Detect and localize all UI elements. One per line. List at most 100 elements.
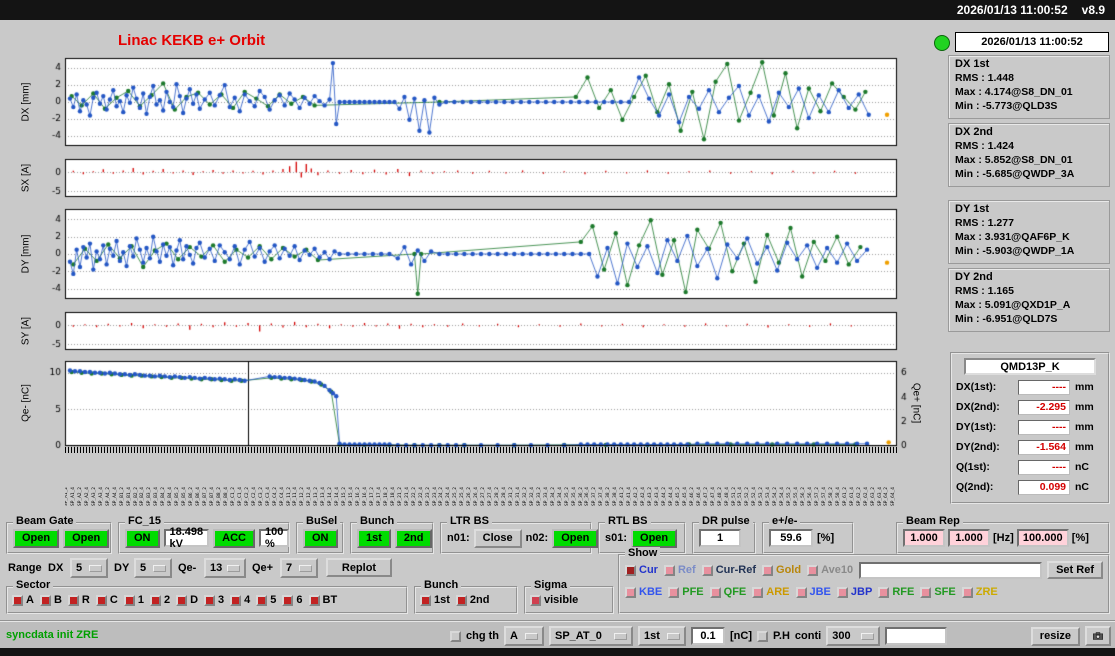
chg-th-label: chg th <box>466 630 499 642</box>
range-qe-minus-select[interactable]: 13 <box>204 558 246 578</box>
bunch-2nd-button[interactable]: 2nd <box>394 528 433 548</box>
stat-max: Max : 5.091@QXD1P_A <box>955 299 1071 311</box>
fc15-acc-button[interactable]: ACC <box>213 528 255 548</box>
bpm-label: SP_36_2 <box>578 487 584 506</box>
checkbox-sector-b[interactable] <box>39 594 51 606</box>
checkbox-sector-d[interactable] <box>176 594 188 606</box>
checkbox-sector-6[interactable] <box>282 594 294 606</box>
checkbox-kbe[interactable] <box>625 586 636 598</box>
bpm-label: SP_A1_2 <box>65 487 69 506</box>
checkbox-pfe[interactable] <box>668 586 680 598</box>
qe-plus-axis-label: Qe+ [nC] <box>910 382 922 424</box>
checkbox-chg-th[interactable] <box>450 630 461 642</box>
range-qe-plus-select[interactable]: 7 <box>280 558 318 578</box>
beam-rep-field-1[interactable]: 1.000 <box>903 529 945 547</box>
checkbox-sfe[interactable] <box>920 586 932 598</box>
sigma-visible-label: visible <box>544 594 579 606</box>
blank-field[interactable] <box>885 627 948 645</box>
sp-at-select[interactable]: SP_AT_0 <box>549 626 633 646</box>
ratio-field[interactable]: 59.6 <box>769 529 813 547</box>
bpm-label: SP_44_4 <box>668 487 674 506</box>
checkbox-sector-3[interactable] <box>204 594 216 606</box>
rtl-s01-open-button[interactable]: Open <box>631 528 678 548</box>
beam-gate-open-2-button[interactable]: Open <box>63 528 110 548</box>
stat-title: DY 2nd <box>955 271 993 283</box>
bpm-label: SP_57_2 <box>814 487 820 506</box>
checkbox-sector-r[interactable] <box>67 594 79 606</box>
bunch-1st-button[interactable]: 1st <box>357 528 391 548</box>
monitor-row-value: ---- <box>1018 379 1070 395</box>
checkbox-sector-2[interactable] <box>149 594 161 606</box>
checkbox-zre[interactable] <box>961 586 973 598</box>
checkbox-bunch-1st[interactable] <box>420 594 431 606</box>
checkbox-jbp[interactable] <box>836 586 848 598</box>
set-ref-button[interactable]: Set Ref <box>1047 561 1103 579</box>
checkbox-gold[interactable] <box>762 564 774 576</box>
checkbox-ave10[interactable] <box>807 564 819 576</box>
checkbox-sector-c[interactable] <box>95 594 107 606</box>
checkbox-sector-4[interactable] <box>230 594 242 606</box>
fc15-kv-field[interactable]: 18.498 kV <box>163 526 210 550</box>
stat-rms: RMS : 1.424 <box>955 140 1014 152</box>
bunch-2nd-label: 2nd <box>469 594 490 606</box>
beam-rep-field-2[interactable]: 1.000 <box>948 529 990 547</box>
bunch-order-select[interactable]: 1st <box>638 626 686 646</box>
bpm-label: SP_17_2 <box>369 487 375 506</box>
range-dx-label: DX <box>48 562 64 574</box>
ref-name-input[interactable] <box>859 561 1043 579</box>
beam-rep-field-3[interactable]: 100.000 <box>1016 529 1069 547</box>
replot-button[interactable]: Replot <box>326 558 392 577</box>
ltr-n02-open-button[interactable]: Open <box>552 528 599 548</box>
range-dy-select[interactable]: 5 <box>134 558 172 578</box>
checkbox-ref[interactable] <box>663 564 675 576</box>
bpm-label: SP_43_2 <box>648 487 654 506</box>
repeat-count-select[interactable]: 300 <box>826 626 881 646</box>
beam-gate-open-1-button[interactable]: Open <box>13 528 60 548</box>
sy-plot <box>38 306 910 356</box>
checkbox-cur-ref[interactable] <box>701 564 713 576</box>
stat-rms: RMS : 1.277 <box>955 217 1014 229</box>
checkbox-cur-ref-label: Cur-Ref <box>715 564 757 576</box>
checkbox-jbe[interactable] <box>795 586 807 598</box>
threshold-unit: [nC] <box>730 630 752 642</box>
bpm-label: SP_27_2 <box>481 487 487 506</box>
stat-dy-2nd: DY 2nd RMS : 1.165 Max : 5.091@QXD1P_A M… <box>948 268 1110 332</box>
monitor-row-label: DY(1st): <box>956 421 997 433</box>
checkbox-sector-5[interactable] <box>256 594 268 606</box>
bpm-label: SP_B5_4 <box>182 487 188 506</box>
monitor-row-unit: mm <box>1075 381 1094 393</box>
beam-rep-group: Beam Rep 1.000 1.000 [Hz] 100.000 [%] <box>896 515 1110 554</box>
checkbox-bunch-2nd[interactable] <box>455 594 467 606</box>
sector-bt-label: BT <box>322 594 338 606</box>
bpm-label: SP_54_2 <box>773 487 779 506</box>
dr-pulse-field[interactable]: 1 <box>699 529 741 547</box>
bpm-label: SP_43_4 <box>655 487 661 506</box>
monitor-device-name[interactable]: QMD13P_K <box>964 358 1096 375</box>
range-dy-label: DY <box>114 562 130 574</box>
busel-group: BuSel ON <box>296 515 344 554</box>
fc15-on-button[interactable]: ON <box>125 528 160 548</box>
bpm-label: SP_22_4 <box>418 487 424 506</box>
checkbox-cur[interactable] <box>625 564 636 576</box>
checkbox-sigma-visible[interactable] <box>530 594 541 606</box>
bpm-label: SP_B6_4 <box>196 487 202 506</box>
bpm-label: SP_28_4 <box>502 487 508 506</box>
resize-button[interactable]: resize <box>1030 626 1080 646</box>
checkbox-ph[interactable] <box>757 630 768 642</box>
checkbox-are[interactable] <box>752 586 764 598</box>
range-dy-value: 5 <box>140 562 147 574</box>
sy-axis-label: SY [A] <box>20 316 32 346</box>
checkbox-rfe[interactable] <box>878 586 890 598</box>
checkbox-qfe[interactable] <box>709 586 721 598</box>
threshold-field[interactable]: 0.1 <box>691 627 725 645</box>
checkbox-sector-bt[interactable] <box>308 594 320 606</box>
checkbox-sector-a[interactable] <box>12 594 23 606</box>
checkbox-sector-1[interactable] <box>123 594 135 606</box>
busel-on-button[interactable]: ON <box>303 528 338 548</box>
ltr-n01-close-button[interactable]: Close <box>473 528 522 548</box>
snapshot-button[interactable] <box>1085 626 1111 646</box>
channel-select[interactable]: A <box>504 626 544 646</box>
fc15-percent-field[interactable]: 100 % <box>259 526 290 550</box>
checkbox-jbe-label: JBE <box>809 586 831 598</box>
range-dx-select[interactable]: 5 <box>70 558 108 578</box>
